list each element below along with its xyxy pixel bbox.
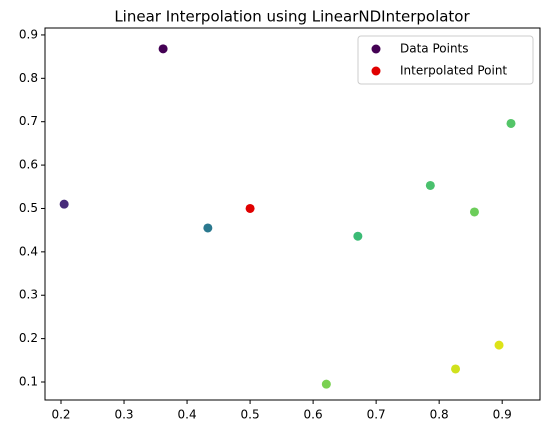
x-tick-label: 0.8 — [430, 408, 449, 422]
legend-label: Data Points — [400, 42, 469, 56]
y-tick-label: 0.1 — [19, 374, 38, 388]
legend-box — [357, 35, 534, 85]
y-tick-label: 0.9 — [19, 27, 38, 41]
x-tick-label: 0.2 — [51, 408, 70, 422]
y-tick-label: 0.5 — [19, 201, 38, 215]
point — [158, 44, 168, 54]
x-tick-label: 0.5 — [241, 408, 260, 422]
point — [425, 180, 435, 190]
x-tick-label: 0.4 — [178, 408, 197, 422]
legend-marker — [371, 66, 381, 76]
point — [451, 364, 461, 374]
x-tick-label: 0.7 — [367, 408, 386, 422]
point — [321, 379, 331, 389]
point — [353, 231, 363, 241]
legend-marker — [371, 44, 381, 54]
x-tick-label: 0.6 — [304, 408, 323, 422]
point — [506, 118, 516, 128]
point — [469, 207, 479, 217]
point — [203, 223, 213, 233]
x-tick-label: 0.3 — [114, 408, 133, 422]
point — [59, 199, 69, 209]
x-tick-label: 0.9 — [493, 408, 512, 422]
y-tick-label: 0.2 — [19, 331, 38, 345]
y-tick-label: 0.6 — [19, 158, 38, 172]
y-tick-label: 0.8 — [19, 71, 38, 85]
y-tick-label: 0.7 — [19, 114, 38, 128]
legend-label: Interpolated Point — [400, 64, 507, 78]
chart-title: Linear Interpolation using LinearNDInter… — [114, 8, 470, 26]
plot-frame — [44, 27, 541, 401]
point — [494, 340, 504, 350]
point — [245, 203, 255, 213]
y-tick-label: 0.3 — [19, 288, 38, 302]
y-tick-label: 0.4 — [19, 244, 38, 258]
